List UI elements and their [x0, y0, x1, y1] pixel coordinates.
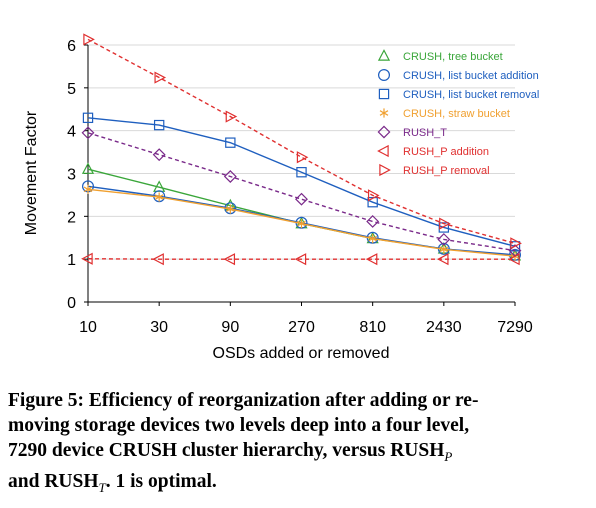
legend-label: CRUSH, list bucket addition — [403, 70, 539, 82]
x-tick-label: 10 — [79, 319, 97, 336]
y-tick-label: 4 — [67, 124, 76, 141]
legend-marker — [378, 88, 390, 100]
legend-label: RUSH_P addition — [403, 146, 489, 158]
data-point — [296, 167, 307, 178]
caption-subscript-p: P — [444, 448, 453, 464]
series-6 — [81, 252, 520, 266]
x-tick-label: 270 — [288, 319, 315, 336]
data-point — [510, 237, 522, 250]
legend-item: RUSH_T — [377, 125, 447, 139]
data-point — [153, 119, 165, 131]
y-tick-label: 1 — [67, 252, 76, 269]
data-point — [367, 189, 380, 202]
axes: 0 1 2 3 4 5 6 10 30 90 270 810 2430 7290 — [67, 38, 533, 336]
data-point — [226, 204, 235, 214]
data-point — [296, 151, 309, 164]
series-3 — [82, 112, 521, 252]
legend-item: CRUSH, tree bucket — [377, 49, 503, 63]
data-point — [367, 196, 378, 208]
data-point — [294, 253, 307, 266]
legend-item: CRUSH, list bucket addition — [378, 68, 539, 82]
caption-line-2: moving storage devices two levels deep i… — [8, 415, 470, 436]
data-point — [154, 192, 164, 202]
data-point — [82, 112, 94, 124]
caption-line-4: and RUSHT. 1 is optimal. — [8, 469, 590, 500]
data-point — [436, 253, 449, 266]
series-1 — [81, 162, 522, 261]
x-tick-label: 2430 — [426, 319, 462, 336]
legend-item: RUSH_P addition — [377, 144, 489, 158]
data-point — [508, 253, 520, 266]
legend-marker — [377, 144, 389, 158]
legend-label: CRUSH, tree bucket — [403, 51, 503, 63]
movement-factor-chart: 0 1 2 3 4 5 6 10 30 90 270 810 2430 7290 CRUSH, tree … — [23, 33, 539, 362]
series-line — [87, 132, 516, 252]
legend: CRUSH, tree bucket CRUSH, list bucket add… — [377, 49, 539, 177]
y-tick-label: 3 — [67, 167, 76, 184]
x-tick-label: 30 — [150, 319, 168, 336]
legend-marker — [379, 108, 389, 118]
series-layer — [81, 33, 522, 266]
x-tick-label: 7290 — [497, 319, 533, 336]
series-7 — [83, 33, 522, 250]
caption-subscript-t: T — [98, 479, 106, 495]
data-point — [152, 253, 164, 266]
legend-item: RUSH_P removal — [379, 163, 490, 177]
data-point — [152, 148, 166, 162]
data-point — [437, 233, 451, 246]
legend-item: CRUSH, list bucket removal — [378, 88, 539, 101]
data-point — [83, 33, 95, 46]
data-point — [81, 162, 95, 174]
caption-line-3: 7290 device CRUSH cluster hierarchy, ver… — [8, 438, 590, 469]
data-point — [154, 71, 167, 84]
x-tick-label: 810 — [359, 319, 386, 336]
y-axis-label: Movement Factor — [23, 110, 40, 235]
data-point — [223, 253, 236, 266]
data-point — [225, 110, 238, 123]
data-point — [225, 137, 236, 148]
x-axis-label: OSDs added or removed — [213, 345, 390, 362]
data-point — [295, 192, 308, 206]
y-tick-label: 0 — [67, 295, 76, 312]
data-point — [365, 253, 378, 266]
figure-caption: Figure 5: Efficiency of reorganization a… — [8, 388, 590, 500]
data-point — [366, 215, 380, 228]
data-point — [439, 244, 449, 254]
y-tick-label: 2 — [67, 209, 76, 226]
caption-line-4-text: and RUSH — [8, 470, 99, 492]
legend-item: CRUSH, straw bucket — [379, 108, 510, 120]
data-point — [223, 170, 237, 183]
legend-label: RUSH_P removal — [403, 165, 490, 177]
caption-line-3-text: 7290 device CRUSH cluster hierarchy, ver… — [8, 440, 445, 461]
series-4 — [83, 184, 520, 261]
gridlines — [88, 44, 515, 260]
data-point — [81, 252, 93, 265]
legend-marker — [378, 68, 391, 81]
x-tick-label: 90 — [221, 319, 239, 336]
legend-marker — [377, 125, 391, 139]
data-point — [83, 184, 93, 194]
legend-marker — [377, 49, 391, 61]
data-point — [439, 217, 451, 230]
data-point — [297, 219, 306, 229]
series-line — [87, 38, 516, 244]
caption-line-4-end: . 1 is optimal. — [105, 470, 217, 492]
data-point — [81, 126, 95, 140]
series-line — [87, 117, 516, 247]
caption-line-1: Figure 5: Efficiency of reorganization a… — [8, 390, 479, 411]
y-tick-label: 5 — [67, 81, 76, 98]
y-tick-label: 6 — [67, 38, 76, 55]
series-line — [87, 168, 516, 257]
legend-label: CRUSH, list bucket removal — [403, 89, 539, 101]
data-point — [368, 234, 377, 244]
legend-marker — [379, 163, 391, 177]
legend-label: CRUSH, straw bucket — [403, 108, 510, 120]
legend-label: RUSH_T — [403, 127, 447, 139]
